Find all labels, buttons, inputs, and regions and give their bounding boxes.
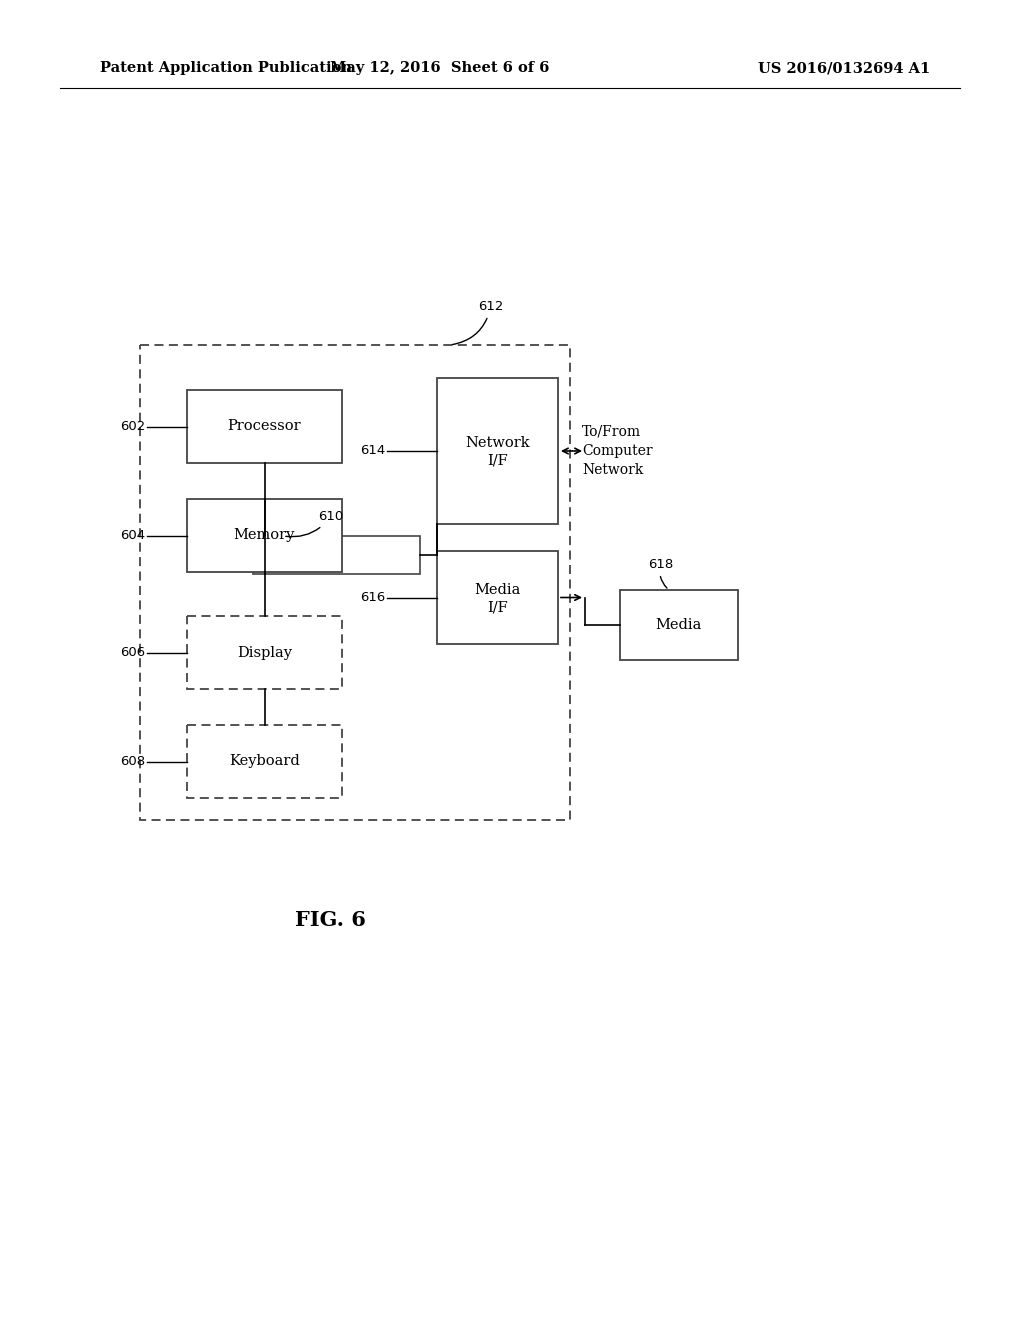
Text: Keyboard: Keyboard bbox=[229, 755, 300, 768]
Text: Media: Media bbox=[655, 618, 702, 632]
Text: 614: 614 bbox=[359, 445, 385, 458]
Text: 618: 618 bbox=[648, 558, 673, 589]
Text: US 2016/0132694 A1: US 2016/0132694 A1 bbox=[758, 61, 930, 75]
Bar bbox=[437, 378, 558, 524]
Bar bbox=[187, 616, 342, 689]
Text: 602: 602 bbox=[120, 420, 145, 433]
Bar bbox=[187, 725, 342, 799]
Text: 608: 608 bbox=[120, 755, 145, 768]
Text: 606: 606 bbox=[120, 645, 145, 659]
Text: 612: 612 bbox=[453, 300, 504, 345]
Text: 616: 616 bbox=[359, 591, 385, 605]
Text: Patent Application Publication: Patent Application Publication bbox=[100, 61, 352, 75]
Bar bbox=[437, 550, 558, 644]
Text: I/F: I/F bbox=[487, 454, 508, 469]
Bar bbox=[140, 345, 570, 820]
Text: 604: 604 bbox=[120, 529, 145, 543]
Text: Memory: Memory bbox=[233, 528, 295, 543]
Text: FIG. 6: FIG. 6 bbox=[295, 909, 366, 931]
Text: 610: 610 bbox=[286, 510, 343, 537]
Bar bbox=[253, 536, 420, 574]
Bar bbox=[187, 389, 342, 463]
Text: May 12, 2016  Sheet 6 of 6: May 12, 2016 Sheet 6 of 6 bbox=[331, 61, 550, 75]
Text: Media: Media bbox=[474, 582, 520, 597]
Text: Processor: Processor bbox=[227, 420, 301, 433]
Text: To/From
Computer
Network: To/From Computer Network bbox=[582, 425, 652, 478]
Bar bbox=[187, 499, 342, 572]
Bar bbox=[620, 590, 738, 660]
Text: I/F: I/F bbox=[487, 601, 508, 615]
Text: Network: Network bbox=[465, 436, 529, 450]
Text: Display: Display bbox=[237, 645, 292, 660]
